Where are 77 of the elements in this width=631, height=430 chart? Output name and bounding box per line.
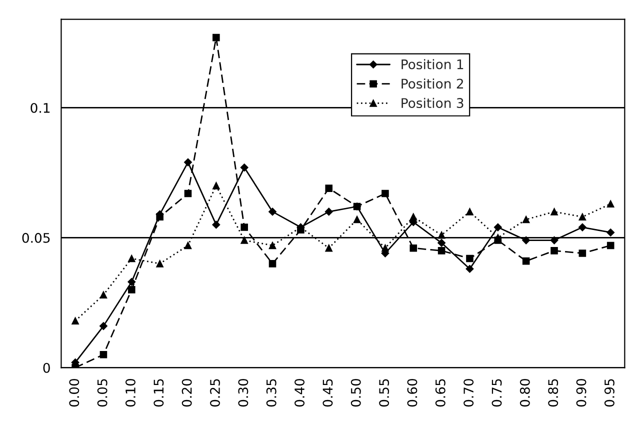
legend-label: Position 1	[402, 59, 464, 70]
x-tick-label: 0.80	[520, 378, 530, 407]
point	[100, 291, 108, 299]
x-tick-label: 0.00	[69, 378, 80, 407]
point	[466, 208, 474, 216]
x-tick-label: 0.60	[407, 378, 418, 407]
x-tick-label: 0.05	[97, 379, 108, 407]
point	[466, 254, 474, 262]
point	[128, 254, 136, 262]
point	[297, 224, 304, 231]
point	[212, 220, 220, 229]
x-tick-label: 0.35	[266, 379, 276, 407]
point	[578, 223, 586, 232]
point	[268, 242, 276, 250]
point	[466, 264, 474, 273]
point	[156, 213, 164, 221]
point	[184, 242, 192, 250]
x-tick-label: 0.30	[238, 378, 248, 407]
x-tick-label: 0.55	[379, 379, 390, 407]
legend-label: Position 3	[402, 98, 464, 108]
y-tick-label: 0	[43, 362, 50, 373]
y-tick-label: 0.05	[22, 232, 50, 243]
point	[438, 238, 446, 247]
point	[550, 208, 558, 216]
x-tick-label: 0.65	[435, 379, 446, 407]
point	[382, 190, 389, 198]
point	[100, 322, 108, 330]
point	[184, 158, 192, 166]
point	[578, 250, 586, 257]
y-tick-label: 0.1	[30, 102, 50, 113]
x-tick-label: 0.70	[464, 378, 474, 407]
point	[240, 224, 248, 231]
point	[578, 213, 586, 221]
legend-label: Position 2	[402, 78, 463, 89]
x-tick-label: 0.25	[210, 379, 220, 407]
point	[268, 208, 276, 216]
x-tick-label: 0.40	[294, 378, 305, 407]
point	[522, 257, 530, 265]
point	[606, 228, 615, 236]
point	[606, 242, 614, 250]
x-tick-label: 0.20	[182, 378, 192, 407]
point	[550, 236, 558, 244]
point	[240, 236, 248, 244]
point	[410, 244, 418, 252]
x-tick-label: 0.50	[350, 378, 361, 407]
point	[325, 184, 333, 192]
point	[494, 223, 502, 232]
point	[522, 216, 530, 224]
point	[212, 34, 220, 42]
point	[324, 208, 333, 216]
point	[353, 202, 361, 210]
x-tick-label: 0.85	[548, 379, 558, 407]
point	[438, 247, 446, 254]
point	[438, 231, 446, 239]
point	[494, 234, 502, 242]
point	[212, 182, 220, 190]
point	[606, 200, 614, 208]
point	[128, 286, 136, 294]
point	[128, 278, 136, 286]
point	[325, 244, 333, 252]
point	[184, 190, 192, 198]
x-tick-label: 0.95	[604, 379, 614, 407]
point	[72, 317, 79, 325]
point	[240, 164, 248, 172]
x-tick-label: 0.90	[576, 378, 586, 407]
point	[268, 260, 276, 268]
point	[156, 260, 164, 268]
point	[100, 351, 108, 358]
x-tick-label: 0.15	[154, 379, 164, 407]
point	[410, 213, 418, 221]
x-tick-label: 0.45	[322, 379, 333, 407]
x-tick-label: 0.75	[492, 379, 502, 407]
point	[353, 216, 361, 224]
point	[522, 236, 530, 244]
point	[382, 244, 389, 252]
point	[550, 247, 558, 254]
x-tick-label: 0.10	[125, 378, 136, 407]
